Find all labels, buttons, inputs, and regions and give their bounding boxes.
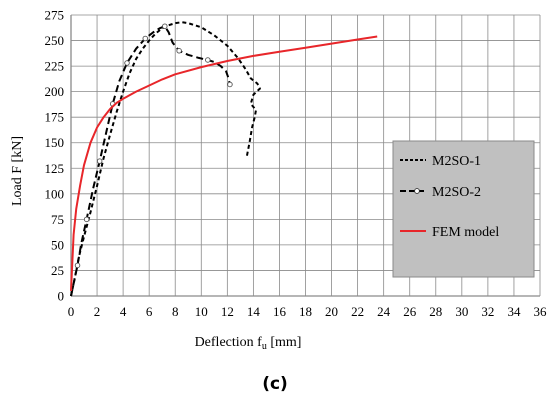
tick-labels: 0 2 4 6 8 10 12 14 16 18 20 22 24 26 28 30 32 34 360255075…	[45, 8, 548, 320]
legend-label: M2SO-1	[432, 154, 481, 169]
x-tick-label: 20	[325, 304, 338, 319]
series-marker	[74, 262, 81, 269]
x-tick-label: 24	[377, 304, 391, 319]
series-marker	[176, 48, 182, 54]
series-marker	[227, 81, 233, 88]
y-tick-label: 125	[45, 161, 65, 176]
x-tick-label: 26	[403, 304, 417, 319]
x-tick-label: 18	[299, 304, 312, 319]
x-axis-label-unit: [mm]	[267, 335, 302, 350]
x-tick-label: 6	[146, 304, 153, 319]
x-tick-label: 36	[534, 304, 548, 319]
x-tick-label: 10	[195, 304, 208, 319]
x-tick-label: 2	[94, 304, 101, 319]
x-axis-label-subscript: u	[262, 341, 267, 352]
series-lines	[70, 21, 378, 297]
y-tick-label: 200	[45, 84, 65, 99]
x-tick-label: 4	[120, 304, 127, 319]
series-marker	[124, 60, 130, 66]
x-tick-label: 12	[221, 304, 234, 319]
x-tick-label: 0	[68, 304, 75, 319]
series-marker	[83, 216, 90, 223]
series-marker	[142, 35, 149, 42]
y-tick-label: 250	[45, 33, 65, 48]
y-axis-label: Load F [kN]	[10, 136, 25, 206]
y-tick-label: 225	[45, 59, 65, 74]
x-tick-label: 22	[351, 304, 364, 319]
x-tick-label: 34	[507, 304, 521, 319]
x-axis-label-main: Deflection f	[195, 335, 263, 350]
x-tick-label: 16	[273, 304, 287, 319]
legend-label: FEM model	[432, 225, 499, 240]
x-tick-label: 8	[172, 304, 179, 319]
legend-label: M2SO-2	[432, 185, 481, 200]
legend-marker	[414, 188, 420, 194]
x-tick-label: 32	[481, 304, 494, 319]
series-line-fem-model	[70, 35, 378, 291]
figure-caption: (c)	[262, 374, 288, 394]
y-tick-label: 150	[45, 135, 65, 150]
x-tick-label: 30	[455, 304, 468, 319]
x-tick-label: 28	[429, 304, 442, 319]
y-tick-label: 0	[58, 289, 65, 304]
series-line-m2so-2	[70, 25, 231, 297]
legend: M2SO-1 M2SO-2 FEM model	[392, 140, 535, 278]
y-tick-label: 175	[45, 110, 65, 125]
y-tick-label: 50	[51, 237, 64, 252]
y-tick-label: 275	[45, 8, 65, 23]
series-marker	[162, 23, 168, 29]
series-marker	[96, 158, 103, 164]
x-tick-label: 14	[247, 304, 261, 319]
series-marker	[205, 57, 211, 63]
y-tick-label: 100	[45, 186, 65, 201]
y-tick-label: 75	[51, 212, 64, 227]
y-tick-label: 25	[51, 263, 64, 278]
legend-box	[392, 140, 535, 278]
x-axis-label: Deflection fu [mm]	[195, 335, 302, 352]
